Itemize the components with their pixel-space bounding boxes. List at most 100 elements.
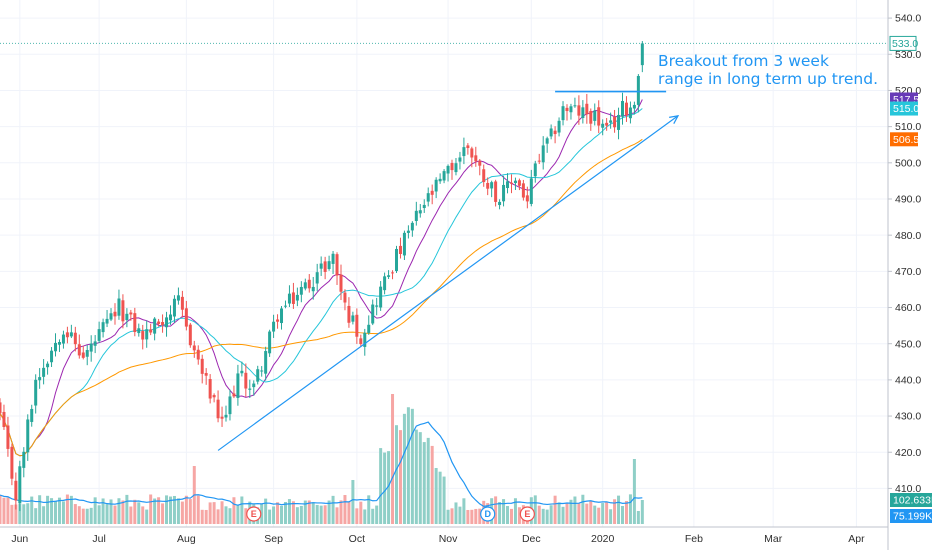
candle[interactable]	[513, 177, 517, 190]
candle[interactable]	[184, 300, 188, 331]
candle[interactable]	[133, 307, 137, 337]
candle[interactable]	[367, 315, 371, 335]
candle[interactable]	[323, 256, 327, 280]
candle[interactable]	[54, 333, 58, 357]
candle[interactable]	[605, 117, 609, 131]
candle[interactable]	[18, 460, 22, 512]
candle[interactable]	[371, 299, 375, 326]
candle[interactable]	[161, 314, 165, 333]
candle[interactable]	[557, 117, 561, 137]
candle[interactable]	[38, 368, 42, 389]
candle[interactable]	[525, 186, 529, 209]
candle[interactable]	[42, 359, 46, 385]
candle[interactable]	[636, 74, 640, 113]
candle[interactable]	[506, 173, 510, 194]
candle[interactable]	[196, 345, 200, 365]
annotation-text[interactable]: Breakout from 3 week range in long term …	[658, 52, 878, 88]
candle[interactable]	[81, 345, 85, 360]
candle[interactable]	[125, 308, 129, 328]
candle[interactable]	[180, 290, 184, 318]
candle[interactable]	[347, 297, 351, 328]
candle[interactable]	[589, 108, 593, 131]
trend-line[interactable]	[217, 115, 679, 451]
candle[interactable]	[494, 179, 498, 207]
candle[interactable]	[315, 263, 319, 292]
candle[interactable]	[502, 175, 506, 207]
candle[interactable]	[272, 314, 276, 338]
candle[interactable]	[383, 272, 387, 295]
candle[interactable]	[252, 380, 256, 396]
candle[interactable]	[379, 281, 383, 311]
candle[interactable]	[521, 179, 525, 201]
candle[interactable]	[299, 281, 303, 303]
candle[interactable]	[236, 364, 240, 406]
candle[interactable]	[581, 100, 585, 124]
candle[interactable]	[260, 366, 264, 377]
candle[interactable]	[117, 289, 121, 320]
candle[interactable]	[224, 405, 228, 422]
candle[interactable]	[268, 329, 272, 357]
candle[interactable]	[141, 324, 145, 350]
candle[interactable]	[442, 169, 446, 184]
candle[interactable]	[355, 308, 359, 344]
candle[interactable]	[30, 404, 34, 427]
drawings[interactable]	[0, 42, 888, 451]
candle[interactable]	[414, 201, 418, 226]
candle[interactable]	[617, 107, 621, 140]
candle[interactable]	[145, 320, 149, 348]
candle[interactable]	[113, 303, 117, 325]
candle[interactable]	[153, 317, 157, 341]
candle[interactable]	[34, 374, 38, 414]
candle[interactable]	[446, 164, 450, 182]
candle[interactable]	[248, 379, 252, 398]
candle[interactable]	[232, 385, 236, 399]
candle[interactable]	[537, 153, 541, 165]
candle[interactable]	[545, 136, 549, 153]
event-marker[interactable]: E	[246, 506, 262, 522]
candle[interactable]	[387, 270, 391, 280]
candle[interactable]	[577, 95, 581, 125]
candle[interactable]	[149, 323, 153, 336]
candle[interactable]	[65, 326, 69, 344]
candle[interactable]	[61, 330, 65, 349]
candle[interactable]	[343, 289, 347, 311]
candle[interactable]	[486, 177, 490, 196]
candle[interactable]	[105, 309, 109, 328]
candle[interactable]	[406, 225, 410, 239]
candle[interactable]	[10, 443, 14, 486]
candle[interactable]	[276, 314, 280, 329]
candle[interactable]	[327, 255, 331, 271]
candle[interactable]	[375, 297, 379, 316]
candle[interactable]	[640, 41, 644, 73]
candle[interactable]	[303, 278, 307, 291]
candle[interactable]	[482, 164, 486, 187]
candle[interactable]	[517, 178, 521, 191]
candle[interactable]	[208, 374, 212, 404]
candle[interactable]	[244, 363, 248, 397]
candle[interactable]	[478, 159, 482, 176]
candle[interactable]	[137, 323, 141, 337]
candle[interactable]	[50, 347, 54, 367]
candle[interactable]	[498, 199, 502, 210]
candle[interactable]	[97, 321, 101, 344]
candle[interactable]	[363, 328, 367, 356]
candle[interactable]	[172, 295, 176, 324]
candle[interactable]	[228, 389, 232, 421]
candle[interactable]	[561, 101, 565, 126]
candle[interactable]	[157, 318, 161, 327]
candle[interactable]	[291, 282, 295, 309]
candle[interactable]	[280, 305, 284, 330]
candle[interactable]	[2, 404, 6, 430]
candle[interactable]	[256, 365, 260, 385]
candle[interactable]	[529, 169, 533, 207]
candle[interactable]	[533, 160, 537, 183]
candle[interactable]	[422, 199, 426, 213]
event-marker[interactable]: D	[480, 506, 496, 522]
candle[interactable]	[204, 368, 208, 385]
candle[interactable]	[565, 104, 569, 121]
candle[interactable]	[474, 146, 478, 167]
candle[interactable]	[359, 334, 363, 347]
candle[interactable]	[573, 97, 577, 108]
